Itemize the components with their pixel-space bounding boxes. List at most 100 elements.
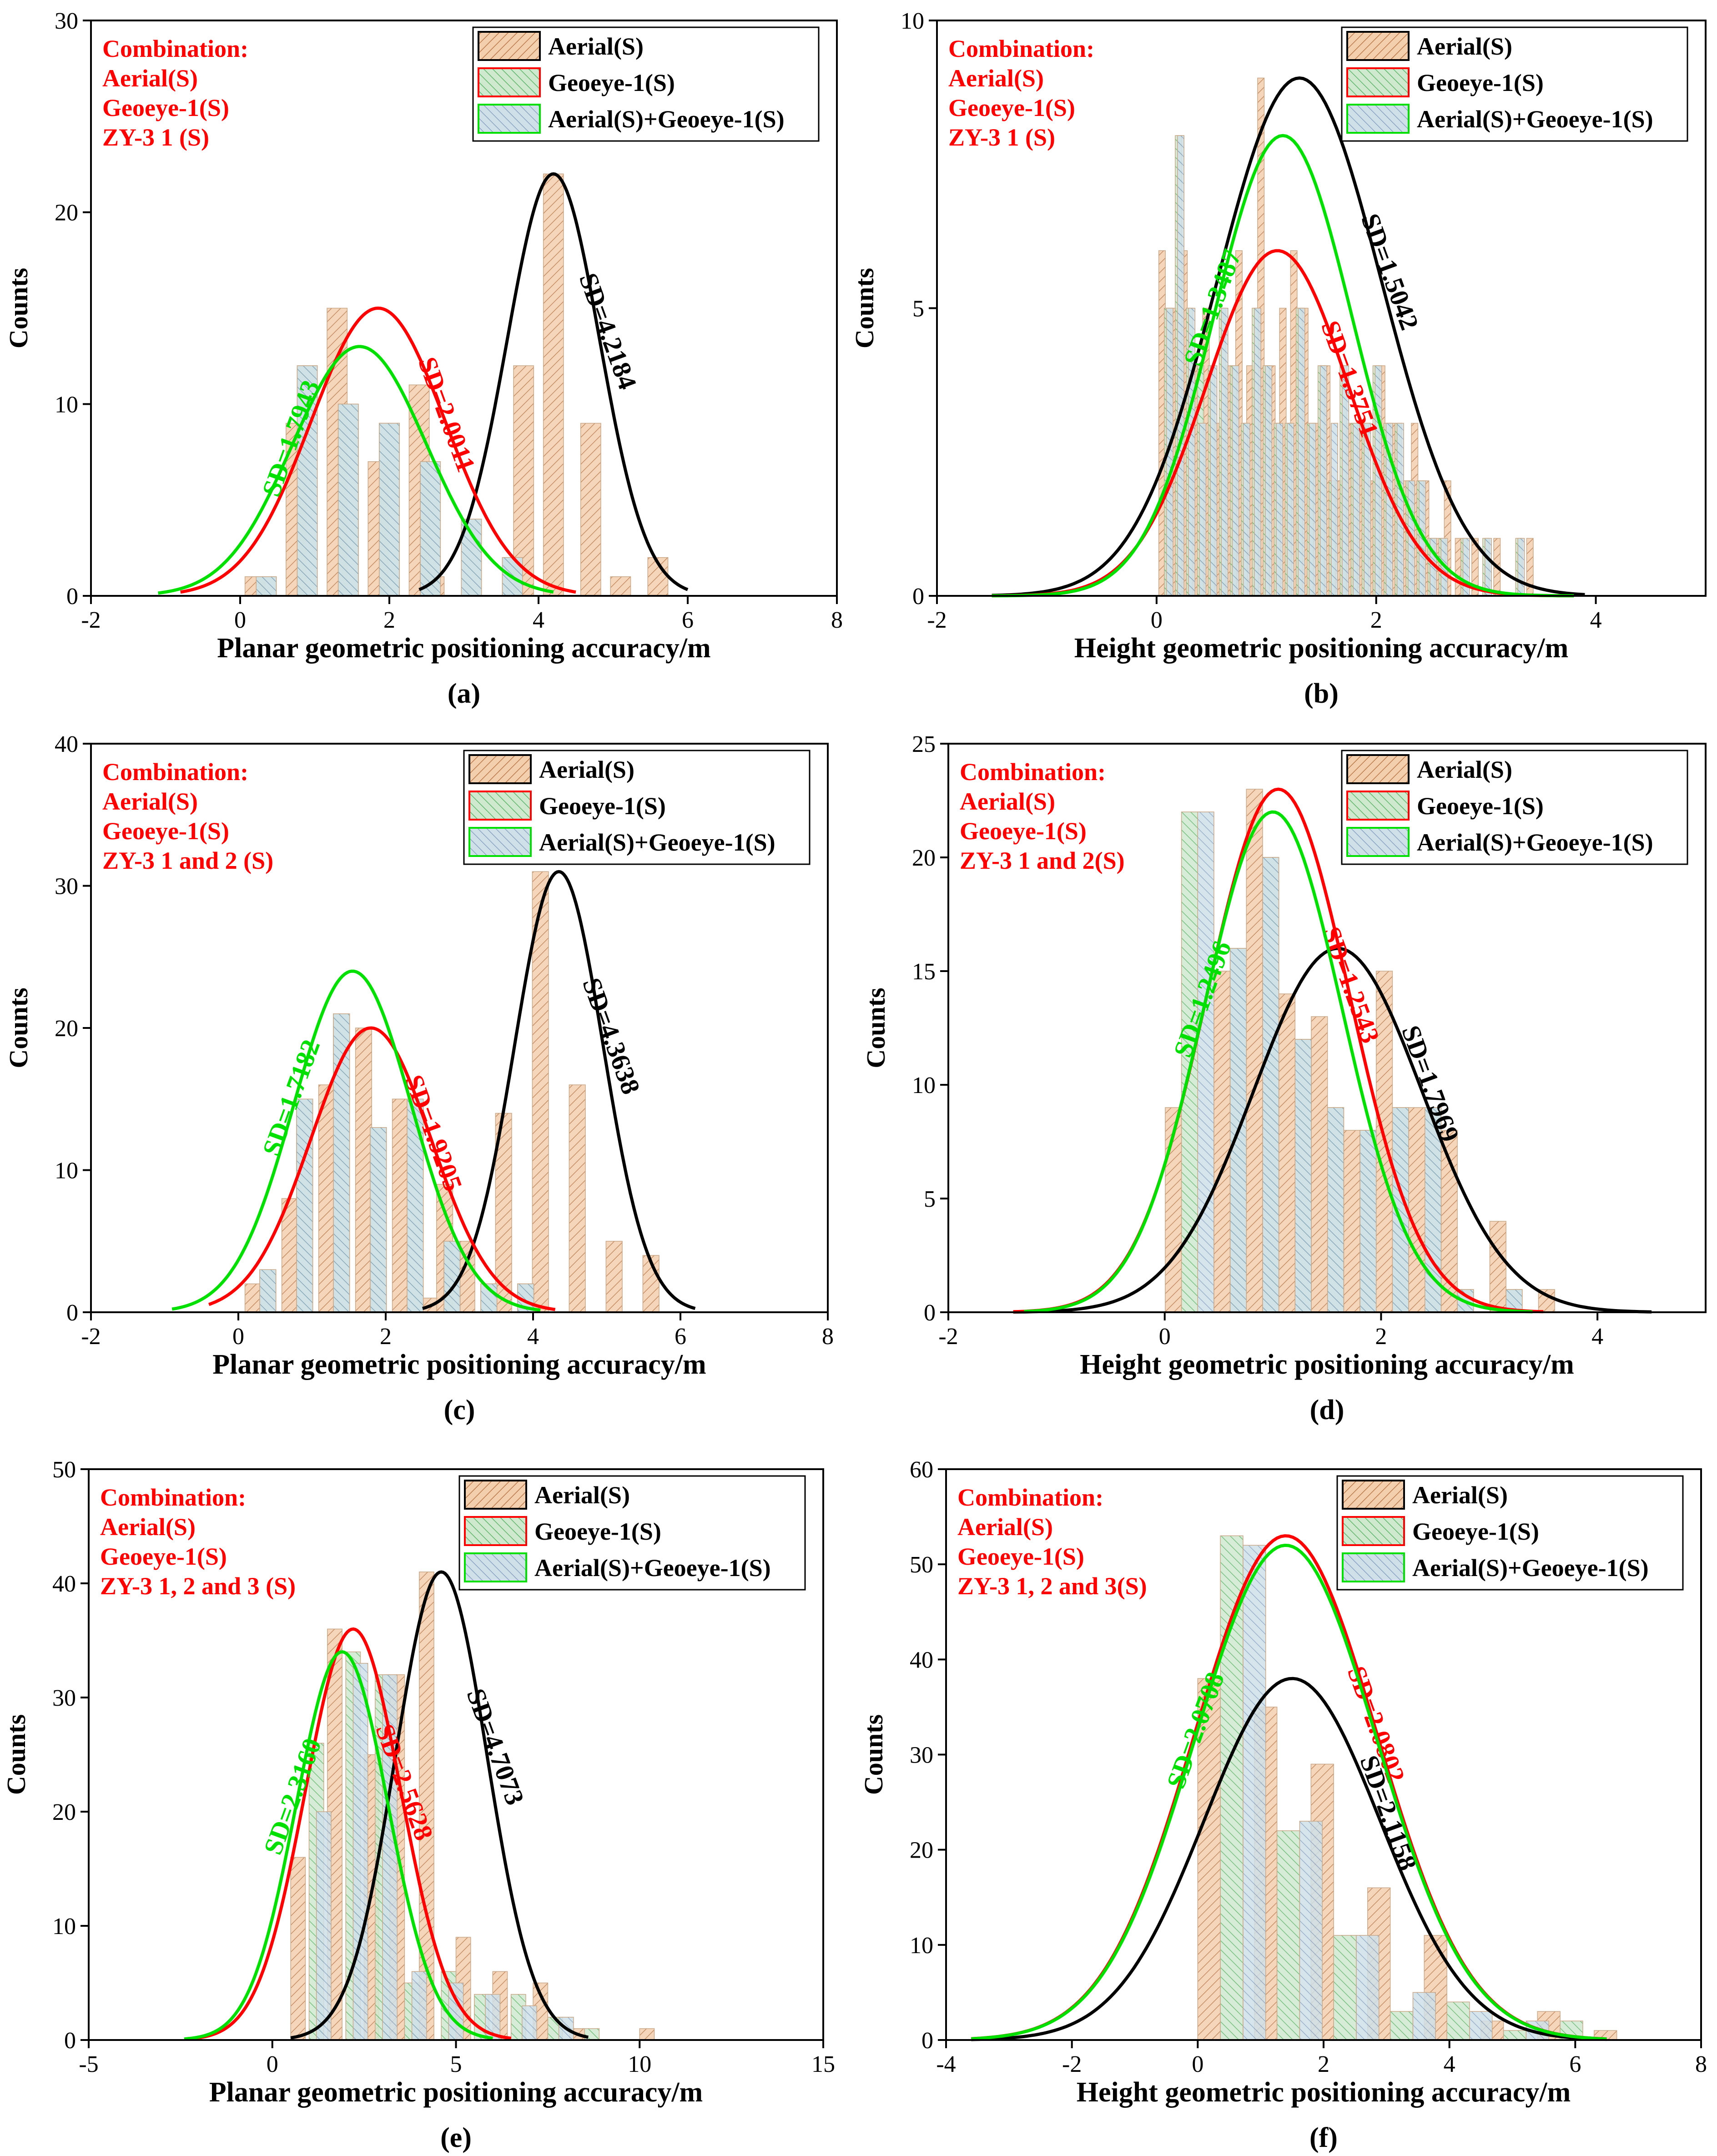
bar-combined xyxy=(522,2005,537,2040)
bar-aerial xyxy=(532,871,549,1313)
bar-aerial xyxy=(605,1241,623,1313)
bar-combined xyxy=(1177,135,1184,596)
x-axis-title: Height geometric positioning accuracy/m xyxy=(1077,2077,1571,2108)
bar-combined xyxy=(296,1098,313,1313)
bar-aerial xyxy=(1213,971,1231,1313)
x-tick-label: -5 xyxy=(79,2051,98,2077)
y-tick-label: 20 xyxy=(910,1838,933,1864)
bar-combined xyxy=(1396,423,1404,596)
x-tick-label: 2 xyxy=(380,1324,392,1350)
combination-annotation: Aerial(S) xyxy=(102,788,198,815)
fit-curve-combined xyxy=(971,1543,1607,2041)
legend-swatch-combined xyxy=(1346,827,1410,857)
legend-swatch-geoeye xyxy=(478,67,541,97)
combination-annotation: ZY-3 1 (S) xyxy=(102,124,209,151)
legend-label-combined: Aerial(S)+Geoeye-1(S) xyxy=(548,106,785,133)
x-tick-label: -2 xyxy=(938,1324,958,1350)
x-tick-label: -2 xyxy=(81,1324,101,1350)
panel-caption: (e) xyxy=(440,2122,472,2153)
y-tick-label: 50 xyxy=(52,1457,76,1483)
bar-combined xyxy=(256,576,277,596)
bar-combined xyxy=(1299,1821,1323,2040)
bar-aerial xyxy=(318,1084,335,1313)
legend-label-geoeye: Geoeye-1(S) xyxy=(1412,1518,1539,1545)
bar-aerial xyxy=(610,576,631,596)
legend-label-aerial: Aerial(S) xyxy=(548,33,644,60)
y-tick-label: 50 xyxy=(910,1552,933,1578)
x-tick-label: 0 xyxy=(1192,2051,1203,2077)
combination-annotation: Aerial(S) xyxy=(957,1513,1053,1541)
panel-caption: (a) xyxy=(448,678,480,709)
y-tick-label: 30 xyxy=(910,1743,933,1768)
bar-aerial xyxy=(1197,1678,1221,2040)
x-tick-label: 0 xyxy=(232,1324,244,1350)
x-tick-label: 4 xyxy=(1590,607,1602,633)
bar-aerial xyxy=(543,173,564,596)
legend-label-aerial: Aerial(S) xyxy=(1417,33,1512,60)
x-tick-label: 6 xyxy=(1569,2051,1581,2077)
y-tick-label: 20 xyxy=(52,1799,76,1825)
x-tick-label: 4 xyxy=(1444,2051,1455,2077)
legend-label-aerial: Aerial(S) xyxy=(534,1481,630,1509)
legend-label-geoeye: Geoeye-1(S) xyxy=(534,1518,661,1545)
fit-curve-aerial xyxy=(290,1570,589,2040)
fit-curve-combined xyxy=(158,345,554,595)
x-tick-label: -2 xyxy=(81,607,101,633)
y-tick-label: 30 xyxy=(52,1685,76,1711)
bar-combined xyxy=(443,1241,461,1313)
x-tick-label: 15 xyxy=(811,2051,835,2077)
bar-combined xyxy=(1309,423,1316,596)
combination-annotation: Geoeye-1(S) xyxy=(957,1543,1084,1570)
fit-curve-geoeye xyxy=(191,1627,512,2040)
legend-label-aerial: Aerial(S) xyxy=(539,756,634,783)
bar-combined xyxy=(297,365,318,596)
legend-swatch-geoeye xyxy=(1346,67,1410,97)
fit-curve-aerial xyxy=(1013,947,1652,1314)
y-tick-label: 0 xyxy=(64,2028,76,2054)
bar-geoeye xyxy=(1220,1535,1244,2040)
sd-label-aerial: SD=4.7073 xyxy=(461,1685,530,1809)
legend-swatch-combined xyxy=(478,104,541,134)
combination-annotation: Aerial(S) xyxy=(100,1513,196,1541)
combination-annotation: Geoeye-1(S) xyxy=(960,817,1087,845)
legend-label-geoeye: Geoeye-1(S) xyxy=(548,69,675,96)
legend-swatch-aerial xyxy=(468,754,532,784)
y-tick-label: 10 xyxy=(55,1158,78,1184)
bar-geoeye xyxy=(1181,811,1198,1313)
bar-geoeye xyxy=(1333,1935,1357,2040)
fit-curve-combined xyxy=(992,134,1574,598)
x-axis-title: Height geometric positioning accuracy/m xyxy=(1080,1349,1574,1380)
bar-combined xyxy=(1232,365,1239,596)
legend-label-geoeye: Geoeye-1(S) xyxy=(539,792,666,820)
bar-combined xyxy=(1262,857,1279,1313)
legend-label-combined: Aerial(S)+Geoeye-1(S) xyxy=(1417,829,1653,856)
bar-combined xyxy=(1356,1935,1380,2040)
legend-swatch-geoeye xyxy=(1342,1516,1405,1546)
x-tick-label: 2 xyxy=(1375,1324,1387,1350)
combination-annotation: Geoeye-1(S) xyxy=(948,94,1075,121)
legend-label-aerial: Aerial(S) xyxy=(1412,1481,1508,1509)
x-tick-label: 8 xyxy=(831,607,843,633)
fit-curve-geoeye xyxy=(180,306,576,594)
fit-curve-combined xyxy=(1024,810,1533,1314)
y-tick-label: 10 xyxy=(901,8,924,34)
bar-combined xyxy=(1353,423,1360,596)
x-tick-label: 0 xyxy=(1159,1324,1171,1350)
legend-swatch-aerial xyxy=(478,31,541,61)
x-tick-label: 4 xyxy=(1591,1324,1603,1350)
legend-swatch-combined xyxy=(1346,104,1410,134)
bar-aerial xyxy=(281,1198,298,1313)
x-axis-title: Height geometric positioning accuracy/m xyxy=(1074,633,1569,664)
combination-annotation: Aerial(S) xyxy=(102,65,198,92)
y-tick-label: 30 xyxy=(55,8,78,34)
bar-combined xyxy=(1298,307,1305,596)
legend-label-aerial: Aerial(S) xyxy=(1417,756,1512,783)
panel-caption: (c) xyxy=(444,1395,475,1426)
bar-combined xyxy=(1484,538,1492,596)
bar-combined xyxy=(1469,2011,1493,2040)
bar-combined xyxy=(1265,365,1273,596)
combination-annotation: ZY-3 1, 2 and 3 (S) xyxy=(100,1572,296,1600)
legend-swatch-aerial xyxy=(464,1480,527,1510)
